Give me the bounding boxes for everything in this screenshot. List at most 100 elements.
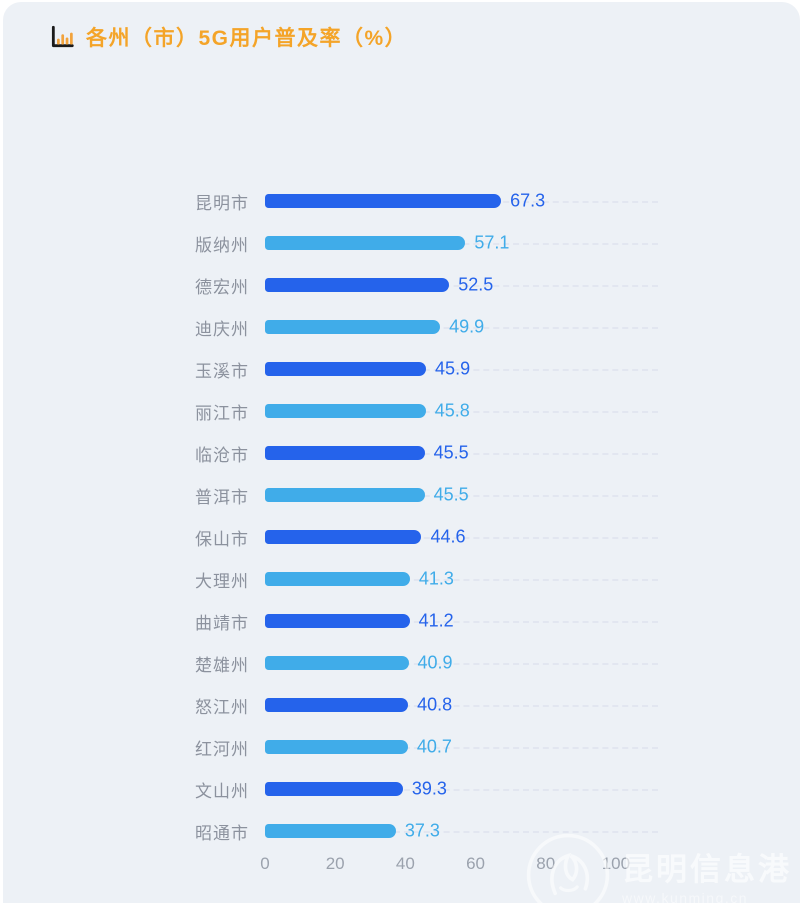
chart-title-row: 各州（市）5G用户普及率（%）	[49, 22, 407, 52]
category-label: 迪庆州	[195, 319, 249, 339]
row-plot: 57.1	[265, 222, 658, 264]
bar	[265, 656, 409, 670]
bar	[265, 320, 441, 334]
chart-row: 怒江州 40.8	[3, 684, 800, 726]
value-label: 40.7	[416, 736, 452, 757]
value-label: 39.3	[411, 778, 447, 799]
row-plot: 49.9	[265, 306, 658, 348]
row-plot: 44.6	[265, 516, 658, 558]
watermark-site-url: www.kunming.cn	[622, 890, 749, 903]
category-label: 红河州	[195, 739, 249, 759]
value-label: 44.6	[430, 526, 466, 547]
category-label: 大理州	[195, 571, 249, 591]
value-label: 40.9	[417, 652, 453, 673]
chart-row: 文山州 39.3	[3, 768, 800, 810]
row-gridline	[265, 579, 658, 581]
bar	[265, 446, 425, 460]
value-label: 41.2	[418, 610, 454, 631]
chart-row: 玉溪市 45.9	[3, 348, 800, 390]
value-label: 57.1	[474, 232, 510, 253]
row-plot: 39.3	[265, 768, 658, 810]
chart-row: 丽江市 45.8	[3, 390, 800, 432]
value-label: 45.5	[433, 484, 469, 505]
row-plot: 40.8	[265, 684, 658, 726]
bar	[265, 404, 426, 418]
category-label: 临沧市	[195, 445, 249, 465]
x-axis-tick: 20	[325, 854, 345, 873]
value-label: 67.3	[510, 190, 546, 211]
row-plot: 45.9	[265, 348, 658, 390]
chart-rows: 昆明市 67.3 版纳州 57.1 德宏州 52.5 迪庆州 49.9 玉溪市 45.9 丽江市 45…	[3, 180, 800, 852]
value-label: 45.8	[434, 400, 470, 421]
bar	[265, 488, 425, 502]
row-gridline	[265, 411, 658, 413]
row-gridline	[265, 327, 658, 329]
row-gridline	[265, 537, 658, 539]
x-axis-tick: 0	[260, 854, 270, 873]
chart-row: 保山市 44.6	[3, 516, 800, 558]
value-label: 52.5	[458, 274, 494, 295]
chart-row: 楚雄州 40.9	[3, 642, 800, 684]
value-label: 49.9	[449, 316, 485, 337]
row-gridline	[265, 789, 658, 791]
category-label: 保山市	[195, 529, 249, 549]
bar	[265, 824, 396, 838]
chart-title: 各州（市）5G用户普及率（%）	[86, 27, 408, 50]
bar	[265, 740, 408, 754]
row-plot: 45.5	[265, 432, 658, 474]
x-axis-tick: 80	[536, 854, 556, 873]
chart-row: 昭通市 37.3	[3, 810, 800, 852]
row-plot: 41.2	[265, 600, 658, 642]
row-gridline	[265, 285, 658, 287]
bar	[265, 278, 450, 292]
row-plot: 40.9	[265, 642, 658, 684]
value-label: 41.3	[418, 568, 454, 589]
category-label: 德宏州	[195, 277, 249, 297]
row-gridline	[265, 747, 658, 749]
row-plot: 40.7	[265, 726, 658, 768]
row-gridline	[265, 453, 658, 455]
chart-row: 大理州 41.3	[3, 558, 800, 600]
category-label: 版纳州	[195, 235, 249, 255]
chart-row: 昆明市 67.3	[3, 180, 800, 222]
bar	[265, 572, 410, 586]
value-label: 40.8	[417, 694, 453, 715]
bar-chart: 昆明市 67.3 版纳州 57.1 德宏州 52.5 迪庆州 49.9 玉溪市 45.9 丽江市 45…	[3, 180, 800, 878]
row-plot: 45.5	[265, 474, 658, 516]
chart-row: 临沧市 45.5	[3, 432, 800, 474]
row-plot: 52.5	[265, 264, 658, 306]
row-plot: 41.3	[265, 558, 658, 600]
row-plot: 45.8	[265, 390, 658, 432]
row-gridline	[265, 495, 658, 497]
chart-row: 迪庆州 49.9	[3, 306, 800, 348]
row-gridline	[265, 705, 658, 707]
category-label: 玉溪市	[195, 361, 249, 381]
bar	[265, 782, 403, 796]
x-axis-tick: 40	[395, 854, 415, 873]
category-label: 普洱市	[195, 487, 249, 507]
category-label: 楚雄州	[195, 655, 249, 675]
row-plot: 67.3	[265, 180, 658, 222]
bar	[265, 530, 422, 544]
row-plot: 37.3	[265, 810, 658, 852]
value-label: 45.9	[435, 358, 471, 379]
row-gridline	[265, 369, 658, 371]
category-label: 昭通市	[195, 823, 249, 843]
chart-row: 普洱市 45.5	[3, 474, 800, 516]
bar	[265, 236, 466, 250]
category-label: 丽江市	[195, 403, 249, 423]
row-gridline	[265, 831, 658, 833]
chart-row: 德宏州 52.5	[3, 264, 800, 306]
bar	[265, 194, 502, 208]
value-label: 37.3	[404, 820, 440, 841]
row-gridline	[265, 621, 658, 623]
x-axis-tick: 60	[466, 854, 485, 873]
category-label: 曲靖市	[195, 613, 249, 633]
bar	[265, 698, 409, 712]
row-gridline	[265, 663, 658, 665]
category-label: 怒江州	[195, 697, 249, 717]
category-label: 昆明市	[195, 193, 249, 213]
x-axis-tick: 100	[601, 854, 631, 873]
chart-row: 红河州 40.7	[3, 726, 800, 768]
chart-card: 各州（市）5G用户普及率（%） 昆明市 67.3 版纳州 57.1 德宏州 52.5 迪庆州…	[3, 2, 800, 903]
